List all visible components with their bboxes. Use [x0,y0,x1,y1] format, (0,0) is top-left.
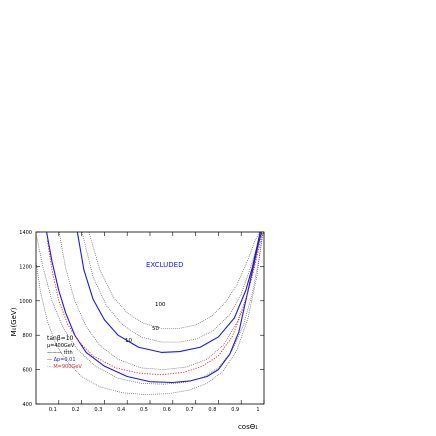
legend-line-3: ——— tt̄th [47,349,73,356]
series-line-blue-solid-outer [46,232,263,384]
series-line-black-dotted-50 [81,232,262,343]
x-tick-label-6: 0.7 [186,407,194,413]
series-line-black-dotted-10 [58,232,262,370]
series-line-black-dotted-100 [88,232,261,329]
x-tick-label-4: 0.5 [140,407,148,413]
y-axis-label: M₀(GeV) [10,307,18,336]
x-tick-label-3: 0.4 [117,407,125,413]
y-tick-label-5: 1400 [19,230,32,236]
legend-line-1: tanβ=10 [47,335,74,342]
x-tick-label-8: 0.9 [231,407,239,413]
x-tick-label-2: 0.3 [94,407,102,413]
legend: tanβ=10 μ=400GeV ——— tt̄th — Δp=0.01 ···… [47,335,82,370]
axis-ticks [36,231,265,405]
x-tick-label-7: 0.8 [208,407,216,413]
legend-line-2: μ=400GeV [47,343,75,349]
x-tick-label-9: 1 [256,407,259,413]
legend-line-4: — Δp=0.01 [47,357,76,363]
series-line-black-dotted-far [36,232,263,395]
y-tick-label-0: 400 [22,402,32,408]
x-tick-label-1: 0.2 [72,407,80,413]
y-tick-label-1: 600 [22,368,32,374]
y-tick-labels: 400 600 800 1000 1200 1400 [19,230,32,408]
plot-frame [35,231,265,405]
x-tick-label-0: 0.1 [49,407,57,413]
x-tick-label-5: 0.6 [163,407,171,413]
x-tick-labels: 0.1 0.2 0.3 0.4 0.5 0.6 0.7 0.8 0.9 1 [49,407,260,413]
series-line-blue-solid-inner [76,232,261,353]
series-line-red-dotted [46,232,263,376]
series-line-black-dotted-lower [36,232,264,385]
curves [36,232,264,395]
contour-label-100: 100 [155,302,166,308]
y-tick-label-3: 1000 [19,299,32,305]
contour-label-50: 50 [152,326,159,332]
legend-line-5: ··· M=900GeV [47,364,82,370]
excluded-label: EXCLUDED [146,261,183,269]
y-tick-label-2: 800 [22,333,32,339]
y-tick-label-4: 1200 [19,264,32,270]
contour-label-10: 10 [125,338,132,344]
x-axis-label: cosΘ₁ [238,423,258,431]
